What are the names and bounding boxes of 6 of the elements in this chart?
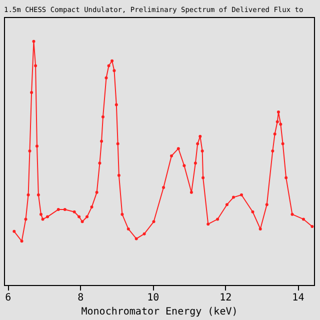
x-axis-title: Monochromator Energy (keV) xyxy=(81,306,238,318)
x-tick-label: 10 xyxy=(147,292,160,304)
x-tick-label: 8 xyxy=(78,292,84,304)
x-tick-label: 6 xyxy=(5,292,12,304)
x-tick-label: 12 xyxy=(220,292,232,304)
x-tick-label: 14 xyxy=(292,292,304,304)
